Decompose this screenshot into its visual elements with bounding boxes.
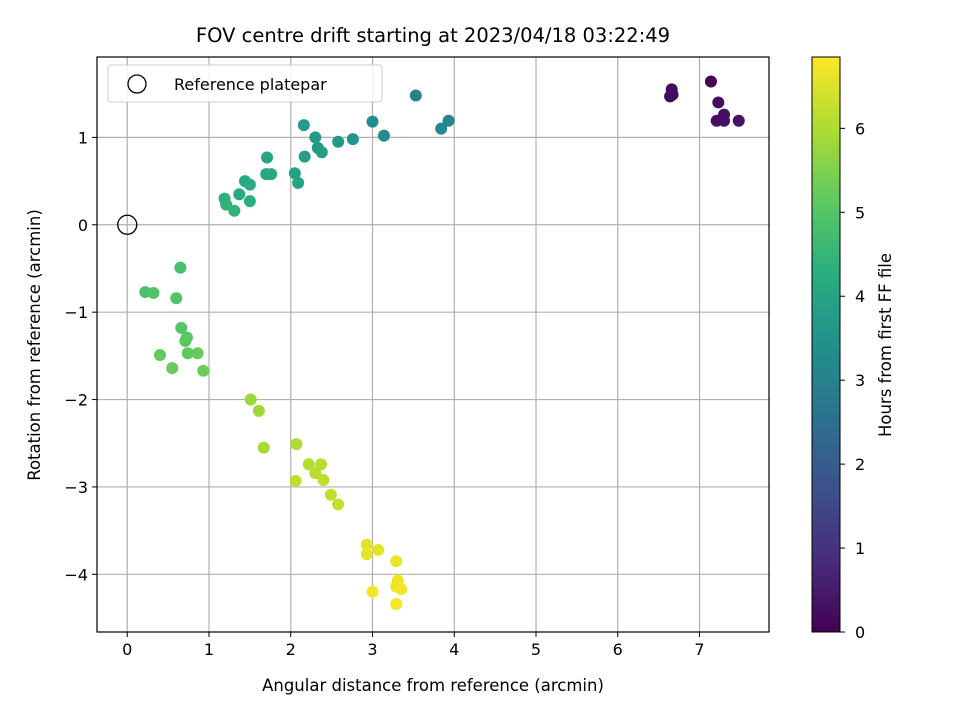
data-point: [170, 292, 183, 305]
y-axis-label: Rotation from reference (arcmin): [25, 209, 44, 481]
y-tick-label: −4: [64, 565, 88, 584]
legend-reference-marker: [127, 74, 147, 94]
colorbar-tick-label: 3: [855, 371, 865, 390]
data-point: [315, 146, 328, 159]
data-point: [220, 198, 233, 211]
data-point: [366, 115, 379, 128]
colorbar-tick-label: 1: [855, 539, 865, 558]
data-point: [297, 119, 310, 132]
data-point: [346, 133, 359, 146]
colorbar-tick-label: 4: [855, 287, 865, 306]
legend: Reference platepar: [107, 64, 383, 103]
data-point: [712, 96, 725, 109]
data-point: [175, 321, 188, 334]
data-point: [181, 347, 194, 360]
chart-title: FOV centre drift starting at 2023/04/18 …: [196, 24, 670, 47]
data-point: [179, 335, 192, 348]
legend-reference-label: Reference platepar: [174, 75, 327, 94]
data-point: [309, 131, 322, 144]
x-tick-label: 3: [367, 640, 377, 659]
data-point: [288, 167, 301, 180]
x-tick-label: 6: [613, 640, 623, 659]
data-point: [324, 488, 337, 501]
data-point: [317, 473, 330, 486]
data-point: [366, 585, 379, 598]
data-point: [298, 150, 311, 163]
data-point: [409, 89, 422, 102]
legend-box: [107, 64, 383, 103]
data-point: [718, 114, 731, 127]
x-tick-label: 5: [531, 640, 541, 659]
x-tick-label: 7: [694, 640, 704, 659]
data-point: [243, 178, 256, 191]
data-points: [139, 75, 745, 611]
colorbar-gradient: [811, 56, 841, 633]
y-tick-label: −1: [64, 303, 88, 322]
data-point: [332, 135, 345, 148]
data-point: [233, 188, 246, 201]
x-tick-label: 4: [449, 640, 459, 659]
y-tick-label: 0: [78, 216, 88, 235]
colorbar-label: Hours from first FF file: [876, 253, 895, 437]
colorbar-ticks: 0 1 2 3 4 5 6: [840, 119, 865, 642]
data-point: [395, 583, 408, 596]
y-tick-label: 1: [78, 128, 88, 147]
data-point: [265, 168, 278, 181]
data-point: [153, 348, 166, 361]
x-tick-label: 0: [122, 640, 132, 659]
data-point: [244, 393, 257, 406]
data-point: [704, 75, 717, 88]
data-point: [252, 404, 265, 417]
data-point: [261, 151, 274, 164]
x-axis-label: Angular distance from reference (arcmin): [262, 676, 604, 695]
data-point: [191, 347, 204, 360]
x-tick-label: 2: [286, 640, 296, 659]
data-point: [377, 129, 390, 142]
data-point: [302, 458, 315, 471]
reference-marker-group: [117, 214, 138, 235]
data-point: [174, 261, 187, 274]
colorbar-tick-label: 2: [855, 455, 865, 474]
x-tick-label: 1: [204, 640, 214, 659]
y-tick-label: −3: [64, 478, 88, 497]
data-point: [243, 195, 256, 208]
colorbar: 0 1 2 3 4 5 6 Hours from first FF file: [811, 56, 895, 642]
y-axis-ticks: −4 −3 −2 −1 0 1: [64, 128, 97, 584]
data-point: [289, 474, 302, 487]
colorbar-tick-label: 6: [855, 119, 865, 138]
y-tick-label: −2: [64, 391, 88, 410]
data-point: [732, 114, 745, 127]
data-point: [166, 362, 179, 375]
data-point: [360, 548, 373, 561]
data-point: [147, 286, 160, 299]
data-point: [372, 543, 385, 556]
data-point: [390, 555, 403, 568]
colorbar-tick-label: 5: [855, 203, 865, 222]
colorbar-tick-label: 0: [855, 623, 865, 642]
data-point: [442, 114, 455, 127]
data-point: [666, 88, 679, 101]
x-axis-ticks: 0 1 2 3 4 5 6 7: [122, 632, 705, 659]
data-point: [360, 538, 373, 551]
grid: [97, 57, 769, 632]
data-point: [332, 498, 345, 511]
data-point: [292, 176, 305, 189]
data-point: [315, 458, 327, 471]
data-point: [390, 598, 403, 611]
plot-frame: [96, 56, 770, 633]
data-point: [290, 438, 303, 451]
data-point: [257, 441, 270, 454]
data-point: [309, 466, 322, 479]
data-point: [228, 204, 241, 217]
data-point: [197, 364, 210, 377]
reference-marker: [117, 214, 138, 235]
data-point: [435, 122, 448, 135]
